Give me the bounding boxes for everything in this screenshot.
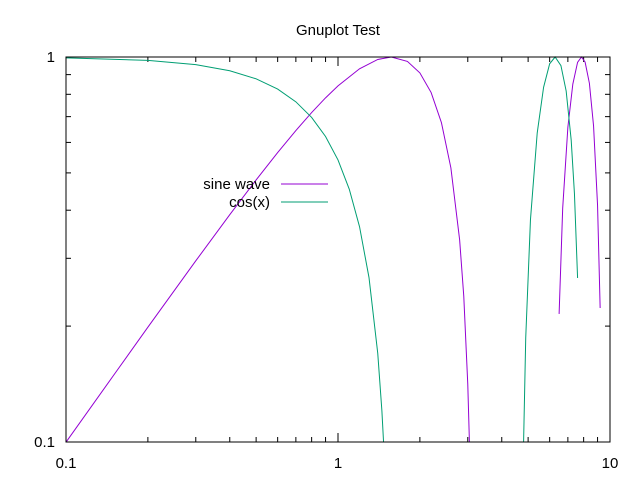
series-line bbox=[558, 56, 601, 314]
plot-frame bbox=[65, 56, 611, 443]
plot-series bbox=[65, 56, 601, 443]
series-line bbox=[65, 57, 385, 443]
axis-tick-labels: 0.1 1 10 0.1 1 bbox=[34, 49, 618, 472]
x-tick-label: 10 bbox=[602, 455, 619, 472]
legend-label: cos(x) bbox=[229, 194, 270, 211]
series-line bbox=[523, 56, 579, 443]
x-tick-label: 1 bbox=[334, 455, 342, 472]
axis-ticks bbox=[65, 57, 610, 443]
series-line bbox=[65, 56, 470, 443]
series-cos-x bbox=[65, 56, 579, 443]
series-sine-wave bbox=[65, 56, 601, 443]
chart-title: Gnuplot Test bbox=[296, 22, 381, 39]
y-tick-label: 1 bbox=[47, 49, 55, 66]
legend-label: sine wave bbox=[203, 176, 270, 193]
x-tick-label: 0.1 bbox=[56, 455, 77, 472]
y-tick-label: 0.1 bbox=[34, 434, 55, 451]
